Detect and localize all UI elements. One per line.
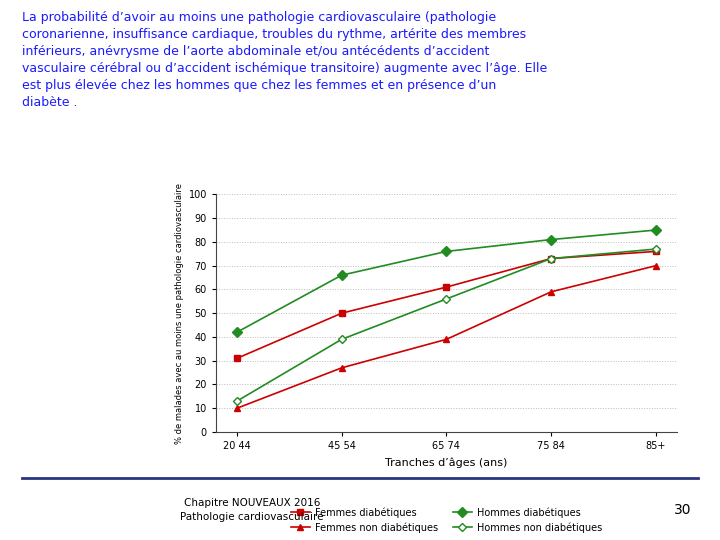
X-axis label: Tranches d’âges (ans): Tranches d’âges (ans) [385,458,508,469]
Legend: Femmes diabétiques, Femmes non diabétiques, Hommes diabétiques, Hommes non diabé: Femmes diabétiques, Femmes non diabétiqu… [287,503,606,537]
Text: 30: 30 [674,503,691,517]
Text: Chapitre NOUVEAUX 2016
Pathologie cardiovasculaire: Chapitre NOUVEAUX 2016 Pathologie cardio… [180,498,324,522]
Y-axis label: % de malades avec au moins une pathologie cardiovasculaire: % de malades avec au moins une pathologi… [176,183,184,444]
Text: La probabilité d’avoir au moins une pathologie cardiovasculaire (pathologie
coro: La probabilité d’avoir au moins une path… [22,11,547,109]
